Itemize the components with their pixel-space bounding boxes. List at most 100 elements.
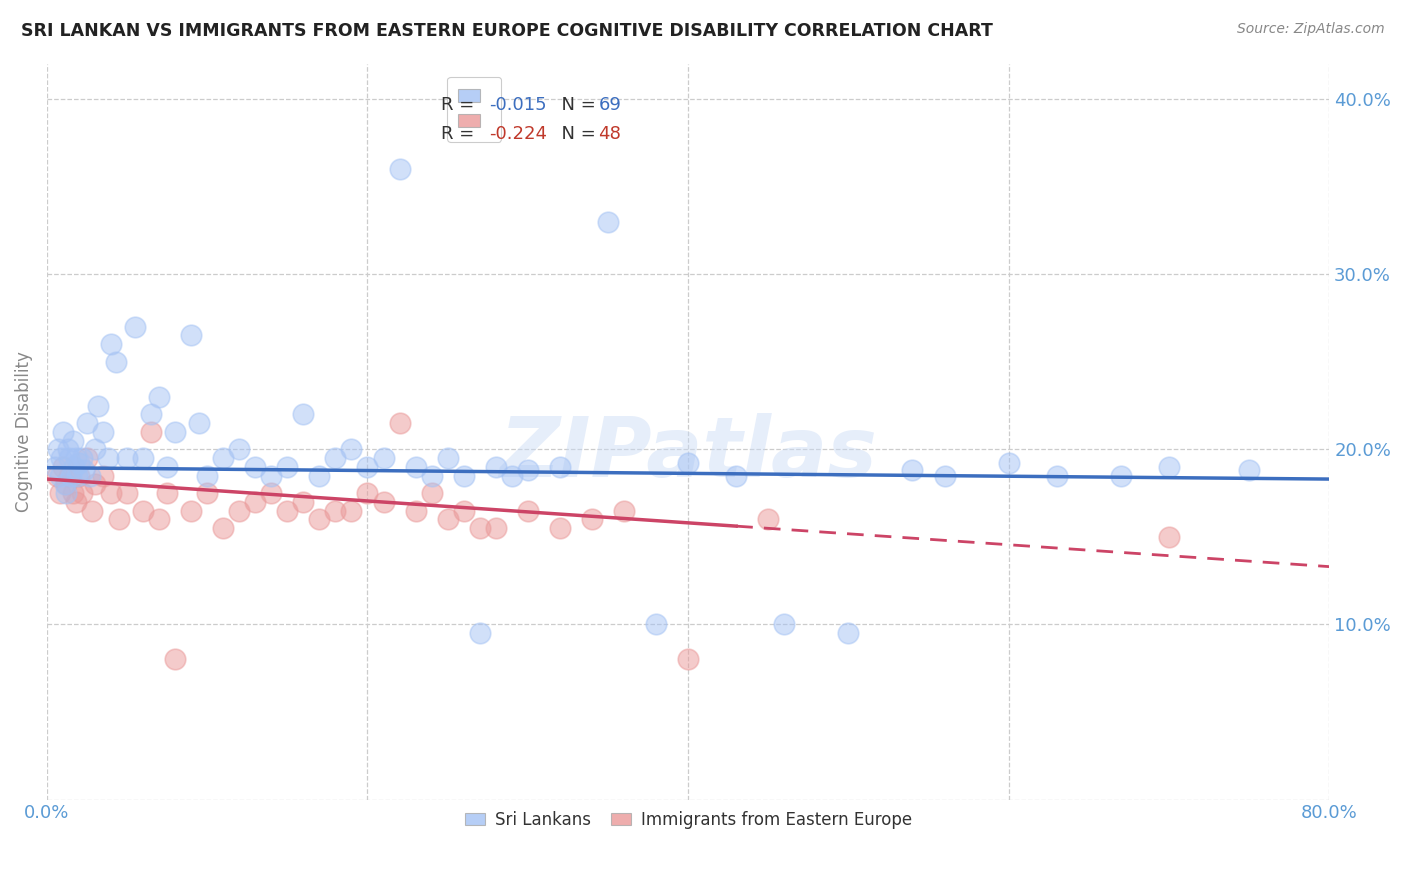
Point: [388, 162, 411, 177]
Point: [108, 512, 131, 526]
Point: [676, 456, 699, 470]
Point: [67, 468, 90, 483]
Point: [156, 486, 179, 500]
Point: [52, 425, 75, 439]
Text: 69: 69: [599, 95, 621, 113]
Point: [70, 451, 93, 466]
Point: [420, 486, 443, 500]
Point: [725, 468, 748, 483]
Text: R =: R =: [440, 95, 479, 113]
Point: [516, 503, 538, 517]
Point: [165, 652, 187, 666]
Point: [76, 416, 98, 430]
Point: [485, 521, 508, 535]
Y-axis label: Cognitive Disability: Cognitive Disability: [15, 351, 32, 512]
Point: [356, 459, 378, 474]
Point: [325, 451, 347, 466]
Point: [55, 477, 77, 491]
Text: -0.015: -0.015: [489, 95, 547, 113]
Point: [245, 459, 267, 474]
Point: [76, 451, 98, 466]
Point: [756, 512, 779, 526]
Point: [180, 503, 202, 517]
Point: [420, 468, 443, 483]
Point: [65, 451, 87, 466]
Point: [485, 459, 508, 474]
Point: [56, 442, 79, 457]
Point: [340, 442, 363, 457]
Point: [91, 425, 114, 439]
Point: [100, 337, 122, 351]
Point: [58, 468, 80, 483]
Point: [91, 468, 114, 483]
Point: [453, 503, 475, 517]
Point: [59, 468, 82, 483]
Point: [581, 512, 603, 526]
Point: [67, 456, 90, 470]
Point: [773, 617, 796, 632]
Text: Source: ZipAtlas.com: Source: ZipAtlas.com: [1237, 22, 1385, 37]
Point: [837, 626, 859, 640]
Point: [997, 456, 1019, 470]
Point: [188, 416, 211, 430]
Point: [52, 459, 75, 474]
Text: ZIPatlas: ZIPatlas: [499, 413, 877, 494]
Point: [1157, 530, 1180, 544]
Point: [596, 214, 619, 228]
Point: [66, 468, 89, 483]
Point: [63, 459, 86, 474]
Point: [48, 468, 70, 483]
Point: [62, 486, 84, 500]
Point: [70, 486, 93, 500]
Point: [308, 512, 330, 526]
Point: [180, 328, 202, 343]
Point: [65, 495, 87, 509]
Point: [55, 486, 77, 500]
Point: [453, 468, 475, 483]
Point: [260, 486, 283, 500]
Point: [613, 503, 636, 517]
Point: [44, 459, 66, 474]
Legend: Sri Lankans, Immigrants from Eastern Europe: Sri Lankans, Immigrants from Eastern Eur…: [458, 804, 918, 835]
Text: N =: N =: [550, 125, 602, 143]
Point: [139, 425, 162, 439]
Point: [51, 451, 73, 466]
Point: [104, 355, 127, 369]
Point: [388, 416, 411, 430]
Point: [62, 434, 84, 448]
Text: 48: 48: [599, 125, 621, 143]
Point: [276, 503, 298, 517]
Point: [139, 407, 162, 421]
Point: [195, 468, 218, 483]
Text: R =: R =: [440, 125, 479, 143]
Point: [1157, 459, 1180, 474]
Point: [901, 463, 924, 477]
Point: [292, 495, 315, 509]
Point: [245, 495, 267, 509]
Point: [115, 486, 138, 500]
Point: [292, 407, 315, 421]
Point: [87, 399, 110, 413]
Point: [325, 503, 347, 517]
Point: [1237, 463, 1260, 477]
Point: [516, 463, 538, 477]
Point: [97, 451, 120, 466]
Point: [48, 486, 70, 500]
Point: [934, 468, 956, 483]
Point: [405, 459, 427, 474]
Point: [468, 626, 491, 640]
Point: [436, 451, 458, 466]
Point: [79, 468, 101, 483]
Point: [260, 468, 283, 483]
Point: [148, 390, 170, 404]
Point: [405, 503, 427, 517]
Point: [645, 617, 668, 632]
Text: N =: N =: [550, 95, 602, 113]
Point: [373, 495, 395, 509]
Point: [1046, 468, 1069, 483]
Point: [100, 486, 122, 500]
Point: [80, 503, 103, 517]
Point: [356, 486, 378, 500]
Point: [548, 459, 571, 474]
Point: [340, 503, 363, 517]
